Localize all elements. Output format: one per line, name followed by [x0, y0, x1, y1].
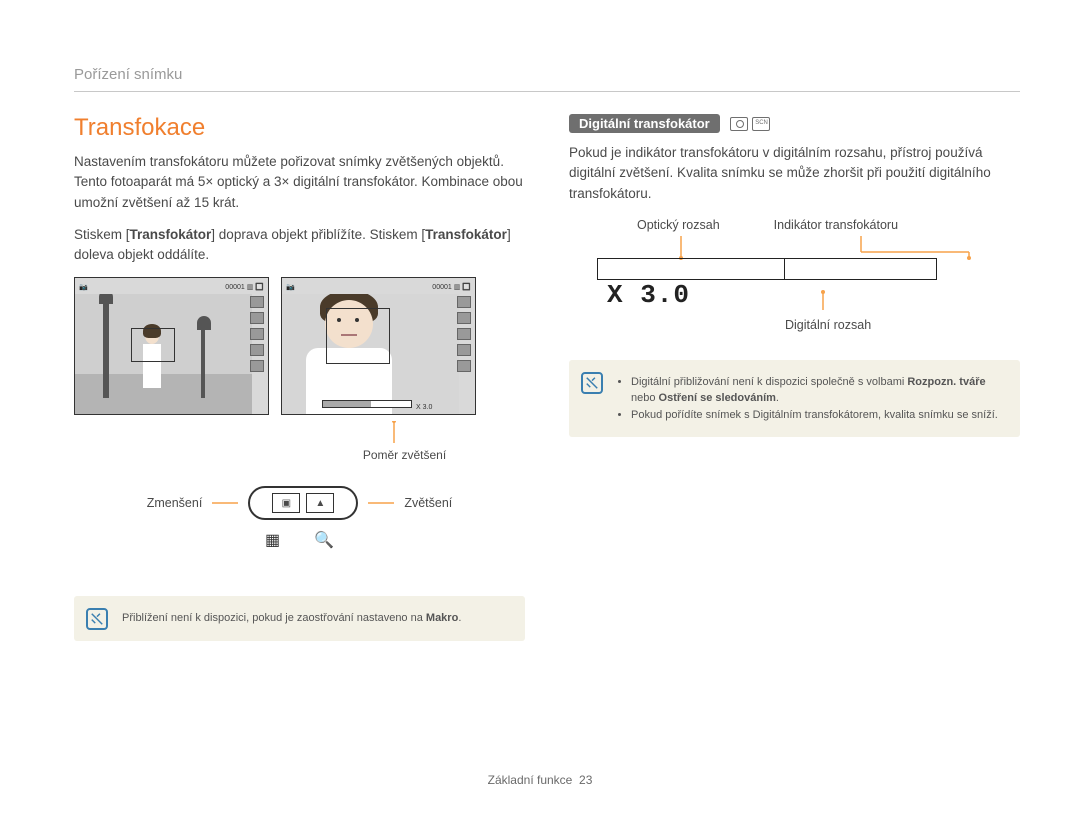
zoom-in-label: Zvětšení	[404, 496, 452, 510]
intro-paragraph: Nastavením transfokátoru můžete pořizova…	[74, 152, 525, 213]
page-footer: Základní funkce 23	[0, 773, 1080, 787]
thumbnails-icon: ▦	[265, 530, 280, 550]
zoom-control-row: Zmenšení ▣ ▲ Zvětšení	[74, 486, 525, 520]
camera-icon: 📷	[79, 283, 88, 291]
digital-zoom-paragraph: Pokud je indikátor transfokátoru v digit…	[569, 143, 1020, 204]
digital-range-label: Digitální rozsah	[785, 318, 1020, 332]
zoom-bar	[322, 400, 412, 408]
screen-zoom: 📷 00001 ▥ 🔲 X 3.0	[281, 277, 476, 415]
note-right: Digitální přibližování není k dispozici …	[569, 360, 1020, 438]
camera-mode-icon	[730, 117, 748, 131]
under-icons: ▦ 🔍	[74, 530, 525, 550]
screen-wide: 📷 00001 ▥ 🔲	[74, 277, 269, 415]
breadcrumb: Pořízení snímku	[74, 66, 1020, 92]
scn-mode-icon	[752, 117, 770, 131]
note-icon	[86, 608, 108, 630]
zoom-out-button[interactable]: ▣	[272, 493, 300, 513]
section-title: Transfokace	[74, 114, 525, 142]
zoom-out-label: Zmenšení	[147, 496, 203, 510]
zoom-in-button[interactable]: ▲	[306, 493, 334, 513]
camera-icon: 📷	[286, 283, 295, 291]
note-item: Pokud pořídíte snímek s Digitálním trans…	[631, 407, 1006, 424]
note-item: Digitální přibližování není k dispozici …	[631, 374, 1006, 407]
magnify-icon: 🔍	[314, 530, 334, 550]
optical-range-label: Optický rozsah	[637, 218, 720, 232]
indicator-bar	[597, 258, 937, 280]
instruction-paragraph: Stiskem [Transfokátor] doprava objekt př…	[74, 225, 525, 266]
note-icon	[581, 372, 603, 394]
screen-pair: 📷 00001 ▥ 🔲	[74, 277, 525, 415]
note-left: Přiblížení není k dispozici, pokud je za…	[74, 596, 525, 641]
subsection-pill: Digitální transfokátor	[569, 114, 720, 133]
zoom-rocker: ▣ ▲	[248, 486, 358, 520]
indicator-diagram: Optický rozsah Indikátor transfokátoru X…	[597, 218, 1020, 332]
indicator-label: Indikátor transfokátoru	[774, 218, 898, 232]
mode-icons	[730, 117, 770, 131]
indicator-x-text: X 3.0	[607, 280, 690, 310]
